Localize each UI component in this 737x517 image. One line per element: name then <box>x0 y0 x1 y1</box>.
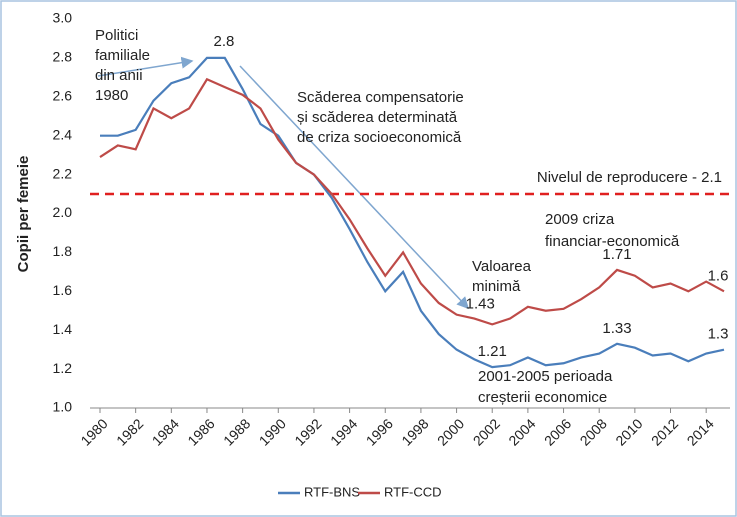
data-label: 1.33 <box>602 320 631 337</box>
reference-label: Nivelul de reproducere - 2.1 <box>537 169 722 186</box>
annotation: Scăderea compensatorie <box>297 89 464 106</box>
y-tick-label: 2.4 <box>53 126 73 142</box>
annotation: 1980 <box>95 87 128 104</box>
annotation: financiar-economică <box>545 233 680 250</box>
annotation: 2009 criza <box>545 211 615 228</box>
annotation: și scăderea determinată <box>297 109 458 126</box>
data-label: 1.43 <box>466 295 495 312</box>
annotation: minimă <box>472 278 521 295</box>
legend-label: RTF-CCD <box>384 484 442 499</box>
y-tick-label: 1.4 <box>53 321 73 337</box>
annotation: Politici <box>95 27 138 44</box>
y-tick-label: 2.8 <box>53 49 73 65</box>
y-tick-label: 3.0 <box>53 10 73 26</box>
annotation: creșterii economice <box>478 389 607 406</box>
y-tick-label: 1.2 <box>53 360 73 376</box>
annotation: de criza socioeconomică <box>297 129 462 146</box>
y-axis-label: Copii per femeie <box>15 156 32 273</box>
data-label: 2.8 <box>214 33 235 50</box>
data-label: 1.21 <box>478 343 507 360</box>
y-tick-label: 1.0 <box>53 399 73 415</box>
annotation: familiale <box>95 47 150 64</box>
series-line <box>99 77 725 326</box>
y-tick-label: 1.8 <box>53 243 73 259</box>
data-label: 1.3 <box>708 326 729 343</box>
annotation: din anii <box>95 67 143 84</box>
annotation: 2001-2005 perioada <box>478 368 613 385</box>
legend-label: RTF-BNS <box>304 484 360 499</box>
y-tick-label: 2.6 <box>53 88 73 104</box>
data-label: 1.6 <box>708 267 729 284</box>
arrow <box>97 56 194 77</box>
data-label: 1.71 <box>602 246 631 263</box>
arrow <box>239 65 470 310</box>
series-line <box>100 56 725 369</box>
annotation: Valoarea <box>472 258 532 275</box>
y-tick-label: 1.6 <box>53 282 73 298</box>
y-tick-label: 2.0 <box>53 204 73 220</box>
y-tick-label: 2.2 <box>53 165 73 181</box>
